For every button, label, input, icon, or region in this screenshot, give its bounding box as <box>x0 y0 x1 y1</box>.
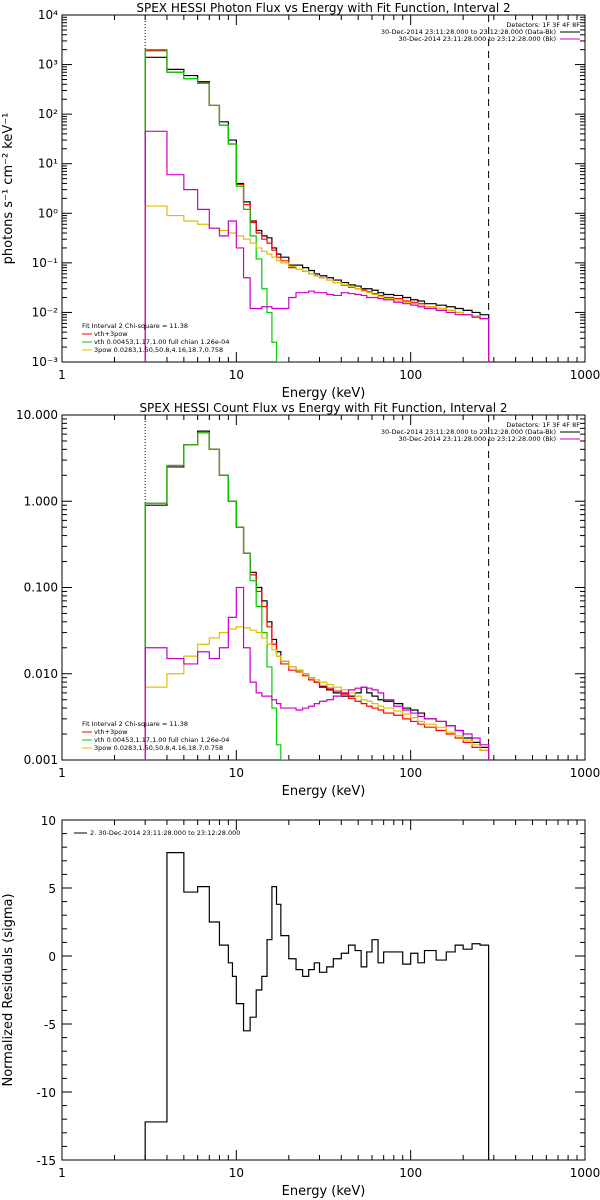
x-tick-label: 100 <box>399 1166 422 1180</box>
legend-bottom: Fit Interval 2 Chi-square = 11.38vth+3po… <box>82 720 229 752</box>
legend-top-entry: Detectors: 1F 3F 4F 8F <box>506 21 580 29</box>
y-tick-label: 0.100 <box>24 581 58 595</box>
y-tick-label: -15 <box>36 1154 56 1168</box>
y-tick-label: 10³ <box>38 58 58 72</box>
y-tick-label: 10⁰ <box>38 206 58 220</box>
x-axis-label: Energy (keV) <box>282 784 366 799</box>
y-tick-label: 10² <box>38 107 58 121</box>
x-axis-label: Energy (keV) <box>282 386 366 401</box>
y-tick-label: 10¹ <box>38 157 58 171</box>
legend-bottom-entry: 3pow 0.0283,1.50,50.8,4.16,18.7,0.758 <box>94 744 223 752</box>
x-tick-label: 1000 <box>570 766 600 780</box>
legend-bottom: Fit Interval 2 Chi-square = 11.38vth+3po… <box>82 322 229 354</box>
y-tick-label: 0.010 <box>24 667 58 681</box>
y-tick-label: 10.000 <box>16 408 58 422</box>
y-axis-label: photons s⁻¹ cm⁻² keV⁻¹ <box>1 113 16 265</box>
y-tick-label: 0.001 <box>24 753 58 767</box>
series-residuals <box>144 852 490 1160</box>
y-tick-label: -5 <box>44 1018 56 1032</box>
series-background <box>144 586 490 760</box>
legend-bottom-entry: vth 0.00453,1.17,1.00 full chian 1.26e-0… <box>94 338 229 346</box>
series-vth-3pow <box>144 432 490 760</box>
panel-2: 1 10 100 1000 0.001 0.010 0.100 1.000 10.000 SPEX… <box>16 401 600 799</box>
x-tick-label: 1 <box>58 368 66 382</box>
legend-top-entry: 30-Dec-2014 23:11:28.000 to 23:12:28.000… <box>399 435 557 443</box>
x-tick-label: 10 <box>229 1166 244 1180</box>
series-vth <box>144 432 289 760</box>
y-tick-label: 1.000 <box>24 494 58 508</box>
series-group <box>144 49 490 362</box>
y-axis-label: Normalized Residuals (sigma) <box>1 893 16 1086</box>
chart-title: SPEX HESSI Count Flux vs Energy with Fit… <box>139 401 507 415</box>
x-tick-label: 10 <box>229 766 244 780</box>
legend-residuals: 2. 30-Dec-2014 23:11:28.000 to 23:12:28.… <box>74 829 240 837</box>
legend-bottom-entry: vth 0.00453,1.17,1.00 full chian 1.26e-0… <box>94 736 229 744</box>
panel-3: 1 10 100 1000 -15 -10 -5 0 5 10 Energy (keV) Normal… <box>1 814 600 1199</box>
legend-bottom-entry: vth+3pow <box>94 330 128 338</box>
plot-frame <box>61 414 586 761</box>
legend-entry: 2. 30-Dec-2014 23:11:28.000 to 23:12:28.… <box>90 829 240 837</box>
y-tick-label: 5 <box>48 882 56 896</box>
legend-bottom-entry: Fit Interval 2 Chi-square = 11.38 <box>82 322 188 330</box>
series-group <box>144 852 490 1160</box>
legend-bottom-entry: 3pow 0.0283,1.50,50.8,4.16,18.7,0.758 <box>94 346 223 354</box>
legend-top-entry: 30-Dec-2014 23:11:28.000 to 23:12:28.000… <box>399 35 557 43</box>
x-tick-label: 1 <box>58 766 66 780</box>
x-tick-label: 10 <box>229 368 244 382</box>
x-tick-label: 100 <box>399 766 422 780</box>
y-tick-label: -10 <box>36 1086 56 1100</box>
x-tick-label: 100 <box>399 368 422 382</box>
series-group <box>144 430 490 760</box>
x-tick-label: 1000 <box>570 368 600 382</box>
y-tick-label: 10⁴ <box>38 8 58 22</box>
x-tick-label: 1000 <box>570 1166 600 1180</box>
plot-frame <box>61 14 586 363</box>
x-tick-label: 1 <box>58 1166 66 1180</box>
series-vth <box>144 49 289 362</box>
series-vth-3pow <box>144 50 490 362</box>
legend-bottom-entry: Fit Interval 2 Chi-square = 11.38 <box>82 720 188 728</box>
plot-frame <box>61 819 586 1161</box>
x-axis-label: Energy (keV) <box>282 1184 366 1199</box>
y-tick-label: 10⁻² <box>32 305 59 319</box>
series-data <box>144 56 490 362</box>
panel-1: 1 10 100 1000 10⁻³ 10⁻² 10⁻¹ 10⁰ 10¹ 10² 10³ 10⁴ SPE… <box>1 1 600 401</box>
series-3pow <box>144 626 490 760</box>
y-tick-label: 0 <box>48 950 56 964</box>
legend-top-entry: 30-Dec-2014 23:11:28.000 to 23:12:28.000… <box>381 28 556 36</box>
chart-title: SPEX HESSI Photon Flux vs Energy with Fi… <box>136 1 510 15</box>
legend-bottom-entry: vth+3pow <box>94 728 128 736</box>
y-tick-label: 10⁻¹ <box>32 256 59 270</box>
legend-top-entry: 30-Dec-2014 23:11:28.000 to 23:12:28.000… <box>381 428 556 436</box>
y-tick-label: 10⁻³ <box>32 355 59 369</box>
y-tick-label: 10 <box>41 814 56 828</box>
series-background <box>144 130 490 362</box>
series-data <box>144 430 490 760</box>
legend-top-entry: Detectors: 1F 3F 4F 8F <box>506 421 580 429</box>
